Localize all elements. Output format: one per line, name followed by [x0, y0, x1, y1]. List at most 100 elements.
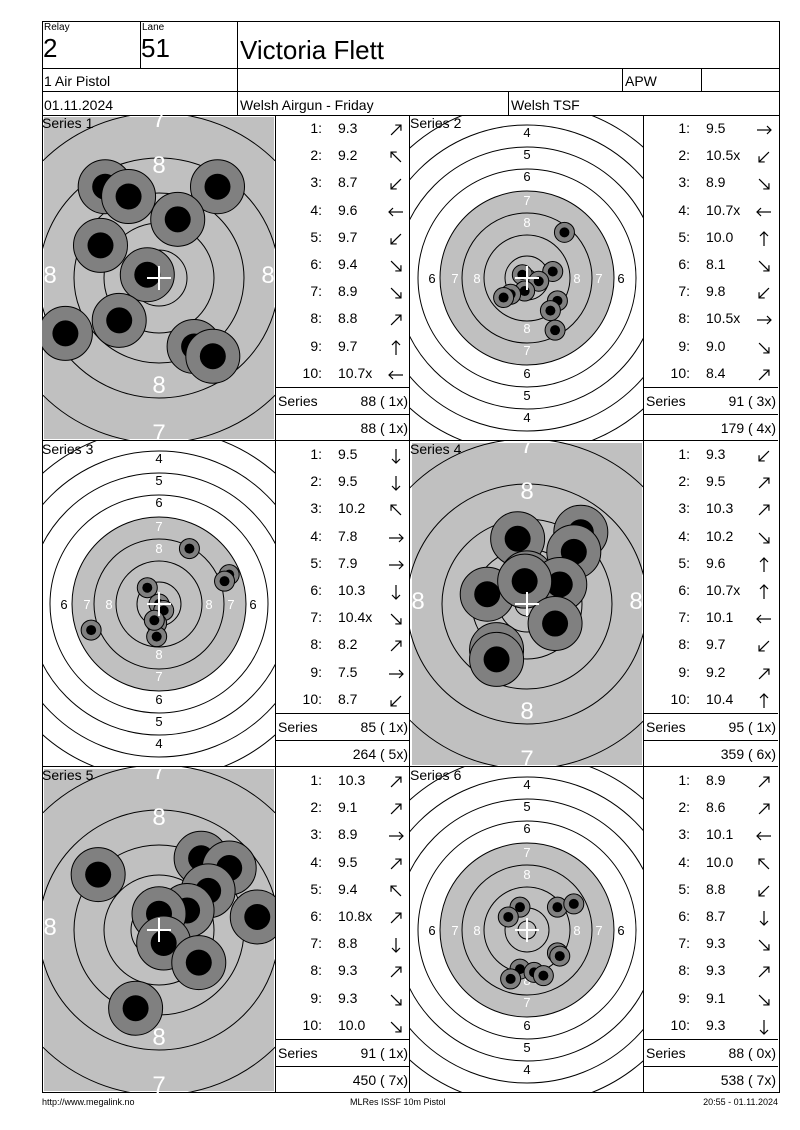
shot-score: 9.3: [706, 446, 726, 462]
direction-arrow-icon: [390, 179, 402, 190]
direction-arrow-icon: [389, 669, 404, 679]
shot-row: 1: 9.3: [644, 446, 778, 473]
series-total-row: Series 95 ( 1x): [644, 713, 778, 741]
shot-row: 9: 9.3: [276, 989, 409, 1017]
footer-software: MLRes ISSF 10m Pistol: [350, 1097, 446, 1107]
running-total-row: 88 ( 1x): [276, 414, 409, 440]
shot-score: 9.6: [338, 201, 358, 218]
shot-hole: [73, 217, 128, 273]
shot-score: 9.4: [338, 880, 358, 897]
shot-number: 10:: [302, 1016, 322, 1033]
shot-hole: [190, 159, 245, 215]
shot-number: 10:: [670, 1016, 690, 1033]
svg-text:8: 8: [523, 321, 530, 336]
direction-arrow-icon: [390, 640, 402, 652]
shot-number: 10:: [670, 690, 690, 707]
shot-row: 7: 8.9: [276, 283, 409, 310]
direction-arrow-icon: [758, 477, 770, 489]
svg-text:8: 8: [523, 867, 530, 882]
shot-row: 7: 10.1: [644, 609, 778, 636]
shot-score: 9.7: [338, 337, 358, 354]
shot-hole: [178, 538, 200, 560]
shot-row: 3: 10.1: [644, 826, 778, 853]
shot-score: 9.5: [706, 120, 726, 136]
shot-hole: [136, 577, 158, 599]
series-total-row: Series 88 ( 1x): [276, 387, 409, 415]
svg-text:8: 8: [573, 923, 580, 938]
shot-number: 7:: [678, 283, 690, 300]
shot-hole: [80, 619, 102, 641]
shot-list: 1: 8.9 2: 8.6 3: 10.1 4: 10.0 5: 8.8 6: 8.7 7: 9.3 8: 9…: [644, 767, 778, 1093]
target-svg: 8 8 8 8 7 7: [410, 441, 643, 766]
running-total-row: 538 ( 7x): [644, 1066, 778, 1093]
shot-hole: [546, 896, 568, 918]
svg-text:7: 7: [152, 420, 165, 441]
svg-text:4: 4: [523, 1062, 530, 1077]
shot-hole: [101, 169, 157, 224]
svg-text:6: 6: [523, 169, 530, 184]
shot-row: 4: 10.2: [644, 528, 778, 555]
svg-text:6: 6: [428, 923, 435, 938]
shot-number: 4:: [678, 201, 690, 218]
shot-number: 3:: [310, 500, 322, 517]
shooter-name: Victoria Flett: [240, 35, 385, 65]
shot-list: 1: 9.5 2: 10.5x 3: 8.9 4: 10.7x 5: 10.0 6: 8.1 7: 9.8…: [644, 115, 778, 440]
series-title: Series 3: [42, 441, 94, 457]
shot-row: 10: 9.3: [644, 1017, 778, 1044]
shot-number: 9:: [310, 989, 322, 1006]
shot-number: 6:: [678, 582, 690, 598]
direction-arrow-icon: [390, 124, 402, 136]
shot-row: 1: 9.5: [644, 120, 778, 147]
shot-number: 6:: [310, 256, 322, 272]
direction-arrow-icon: [756, 614, 771, 624]
shot-row: 10: 10.4: [644, 691, 778, 718]
divider: [237, 21, 238, 69]
series-panel: 8 8 8 8 7 7 Series 1 1: 9.3 2: 9.2 3: 8.7 4: 9.6 5: 9.7 6…: [42, 115, 410, 441]
series-panel: 4 5 6 7 8 8 7 6 5 4 6 7 8 8 7 6 Series 3 1: 9.5 2: 9.5 3: 10.2…: [42, 441, 410, 767]
shot-hole: [500, 968, 522, 990]
shot-row: 6: 10.3: [276, 582, 409, 609]
shot-score: 9.4: [338, 256, 358, 272]
direction-arrow-icon: [759, 911, 769, 926]
shot-number: 7:: [310, 935, 322, 952]
direction-arrow-icon: [759, 584, 769, 599]
direction-arrow-icon: [758, 287, 770, 299]
divider: [622, 68, 623, 92]
shot-hole: [171, 935, 227, 991]
shot-row: 5: 10.0: [644, 229, 778, 256]
svg-text:7: 7: [523, 343, 530, 358]
shot-hole: [108, 980, 164, 1036]
shot-hole: [91, 292, 147, 348]
direction-arrow-icon: [758, 939, 770, 951]
direction-arrow-icon: [759, 692, 769, 708]
shot-number: 4:: [310, 201, 322, 218]
shot-number: 2:: [678, 147, 690, 164]
shot-number: 5:: [678, 880, 690, 897]
shot-row: 6: 10.8x: [276, 908, 409, 935]
shot-hole: [185, 328, 241, 384]
series-total: 88 ( 0x): [728, 1045, 776, 1061]
shot-number: 7:: [310, 609, 322, 626]
direction-arrow-icon: [391, 449, 401, 464]
svg-text:8: 8: [411, 588, 424, 615]
series-panel: 8 8 8 8 7 7 Series 4 1: 9.3 2: 9.5 3: 10.3 4: 10.2 5: 9.…: [410, 441, 778, 767]
shot-number: 6:: [310, 908, 322, 924]
shot-row: 5: 9.7: [276, 229, 409, 256]
shot-score: 9.2: [338, 147, 358, 164]
series-title: Series 5: [42, 767, 94, 783]
series-label: Series: [278, 719, 318, 735]
svg-text:8: 8: [105, 597, 112, 612]
shot-hole: [549, 945, 571, 967]
shot-hole: [143, 609, 165, 631]
shot-list: 1: 9.5 2: 9.5 3: 10.2 4: 7.8 5: 7.9 6: 10.3 7: 10.4x 8…: [276, 441, 409, 766]
svg-text:5: 5: [155, 473, 162, 488]
direction-arrow-icon: [759, 1019, 769, 1035]
shot-score: 9.3: [706, 962, 726, 979]
shot-number: 5:: [678, 554, 690, 571]
shot-number: 1:: [310, 772, 322, 788]
target-face: 4 5 6 7 8 8 7 6 5 4 6 7 8 8 7 6 Series 3: [42, 441, 276, 766]
series-title: Series 4: [410, 441, 462, 457]
direction-arrow-icon: [759, 230, 769, 246]
shot-score: 8.7: [706, 908, 726, 924]
